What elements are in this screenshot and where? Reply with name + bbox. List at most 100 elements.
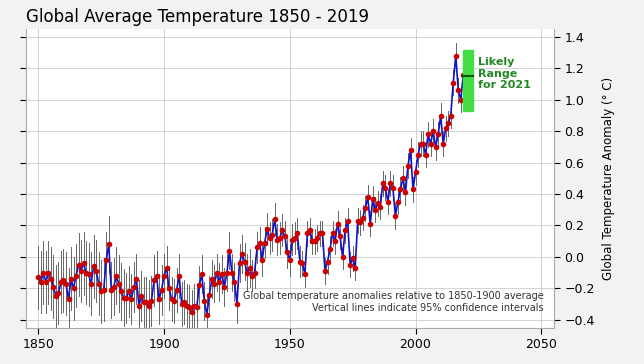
Point	[202, 312, 212, 318]
Point	[126, 296, 137, 302]
Point	[456, 97, 466, 103]
Point	[383, 199, 393, 205]
Point	[373, 201, 383, 206]
Point	[340, 227, 350, 233]
Point	[332, 221, 343, 227]
Point	[159, 273, 169, 279]
Point	[229, 279, 240, 285]
Point	[295, 259, 305, 265]
Point	[144, 303, 154, 309]
Point	[430, 144, 440, 150]
Point	[129, 284, 139, 290]
Point	[156, 287, 167, 293]
Point	[343, 218, 353, 224]
Point	[277, 227, 287, 233]
Point	[307, 238, 317, 244]
Point	[355, 219, 365, 225]
Point	[66, 276, 76, 282]
Point	[262, 226, 272, 232]
Point	[285, 257, 295, 263]
Point	[287, 237, 298, 242]
Point	[234, 260, 245, 266]
Point	[187, 309, 197, 315]
Point	[46, 276, 56, 282]
Point	[56, 279, 66, 285]
Point	[212, 270, 222, 276]
Point	[99, 287, 109, 293]
Point	[141, 300, 151, 305]
Point	[350, 265, 361, 271]
Point	[421, 152, 431, 158]
Point	[174, 273, 184, 279]
Point	[111, 273, 122, 279]
Point	[368, 196, 378, 202]
Point	[365, 221, 375, 227]
Point	[43, 270, 53, 276]
Point	[423, 131, 433, 137]
Point	[265, 235, 275, 241]
Point	[438, 141, 448, 147]
Point	[377, 180, 388, 186]
Point	[151, 273, 162, 279]
Point	[106, 287, 117, 293]
Point	[448, 80, 459, 86]
Point	[73, 262, 84, 268]
Point	[352, 218, 363, 224]
Point	[249, 270, 260, 276]
Point	[176, 301, 187, 307]
Point	[426, 141, 436, 147]
Point	[149, 278, 159, 284]
Point	[245, 265, 255, 271]
Point	[317, 230, 328, 236]
Point	[48, 284, 59, 290]
Point	[134, 303, 144, 309]
Point	[93, 281, 104, 286]
Point	[345, 262, 355, 268]
Point	[41, 279, 51, 285]
Point	[184, 304, 194, 310]
Point	[91, 268, 101, 274]
Point	[279, 234, 290, 240]
Point	[260, 240, 270, 246]
Point	[71, 273, 81, 279]
Point	[254, 240, 265, 246]
Point	[121, 295, 131, 301]
Point	[433, 131, 443, 137]
Text: Likely
Range
for 2021: Likely Range for 2021	[478, 57, 531, 91]
Point	[357, 215, 368, 221]
Point	[116, 289, 126, 294]
Point	[428, 128, 439, 134]
Point	[227, 270, 237, 276]
Point	[240, 259, 250, 265]
Point	[413, 152, 423, 158]
Point	[96, 289, 106, 294]
Point	[242, 270, 252, 276]
Point	[415, 141, 426, 147]
Point	[453, 87, 464, 93]
Point	[305, 227, 315, 233]
Point	[435, 112, 446, 118]
Point	[327, 230, 337, 236]
Point	[139, 300, 149, 305]
Point	[443, 120, 453, 126]
Point	[199, 298, 209, 304]
Point	[360, 205, 370, 211]
Point	[385, 180, 395, 186]
Point	[405, 147, 415, 153]
Point	[320, 268, 330, 274]
Point	[282, 249, 292, 255]
Point	[162, 265, 172, 271]
Point	[302, 230, 312, 236]
Point	[375, 204, 386, 210]
Point	[76, 268, 86, 274]
Point	[451, 53, 461, 59]
Point	[290, 235, 300, 241]
Point	[272, 237, 282, 242]
Point	[247, 273, 257, 279]
Point	[63, 296, 73, 302]
Point	[61, 281, 71, 286]
Point	[81, 270, 91, 276]
Point	[363, 194, 373, 200]
Point	[118, 295, 129, 301]
Point	[390, 213, 401, 219]
